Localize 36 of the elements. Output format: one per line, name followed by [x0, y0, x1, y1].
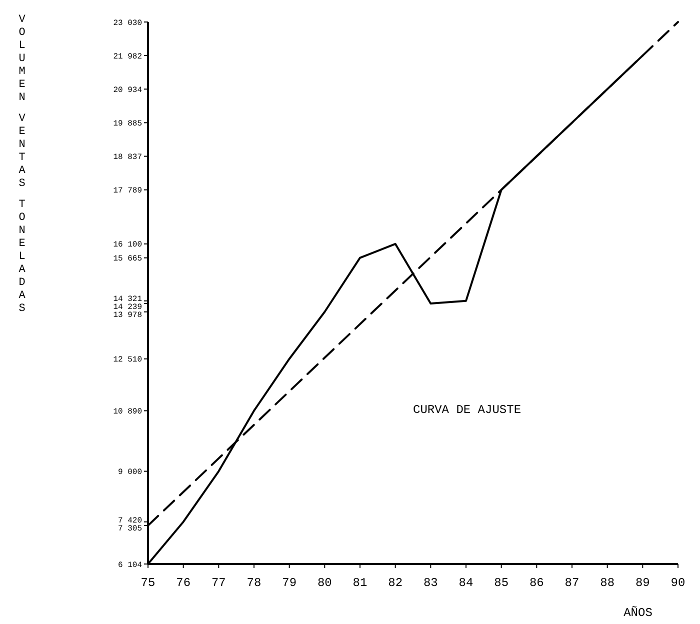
x-tick-label: 77: [211, 576, 226, 590]
y-tick-label: 14 321: [113, 294, 142, 304]
y-tick-label: 12 510: [113, 356, 142, 365]
y-tick-label: 21 982: [113, 52, 142, 62]
x-axis-title: AÑOS: [624, 606, 652, 620]
x-tick-label: 87: [564, 576, 580, 590]
x-tick-label: 86: [529, 576, 544, 590]
x-tick-label: 82: [388, 576, 403, 590]
y-tick-label: 16 100: [113, 240, 142, 250]
y-tick-label: 6 104: [118, 560, 142, 570]
x-tick-label: 83: [423, 576, 438, 590]
y-tick-label: 18 837: [113, 153, 142, 162]
annotation: CURVA DE AJUSTE: [413, 403, 522, 417]
x-tick-label: 89: [635, 576, 650, 590]
y-tick-label: 7 305: [118, 524, 142, 534]
text: VOLUMEN VENTAS TONELADAS: [18, 14, 26, 315]
x-tick-label: 80: [317, 576, 332, 590]
x-tick-label: 85: [494, 576, 509, 590]
y-tick-label: 13 978: [113, 310, 142, 320]
x-tick-label: 81: [352, 576, 368, 590]
x-tick-label: 84: [458, 576, 474, 590]
y-tick-label: 10 890: [113, 408, 142, 417]
y-tick-label: 7 420: [118, 516, 142, 526]
x-tick-label: 78: [246, 576, 262, 590]
y-tick-label: 20 934: [113, 86, 142, 95]
y-tick-label: 19 885: [113, 120, 142, 129]
y-tick-label: 23 030: [113, 18, 142, 28]
x-tick-label: 75: [140, 576, 156, 590]
y-tick-label: 9 000: [118, 468, 142, 478]
x-tick-label: 90: [670, 576, 686, 590]
x-tick-label: 79: [282, 576, 297, 590]
y-tick-label: 14 239: [113, 302, 142, 312]
x-tick-label: 76: [176, 576, 191, 590]
x-tick-label: 88: [600, 576, 615, 590]
y-tick-label: 17 789: [113, 186, 142, 196]
y-tick-label: 15 665: [113, 254, 142, 264]
